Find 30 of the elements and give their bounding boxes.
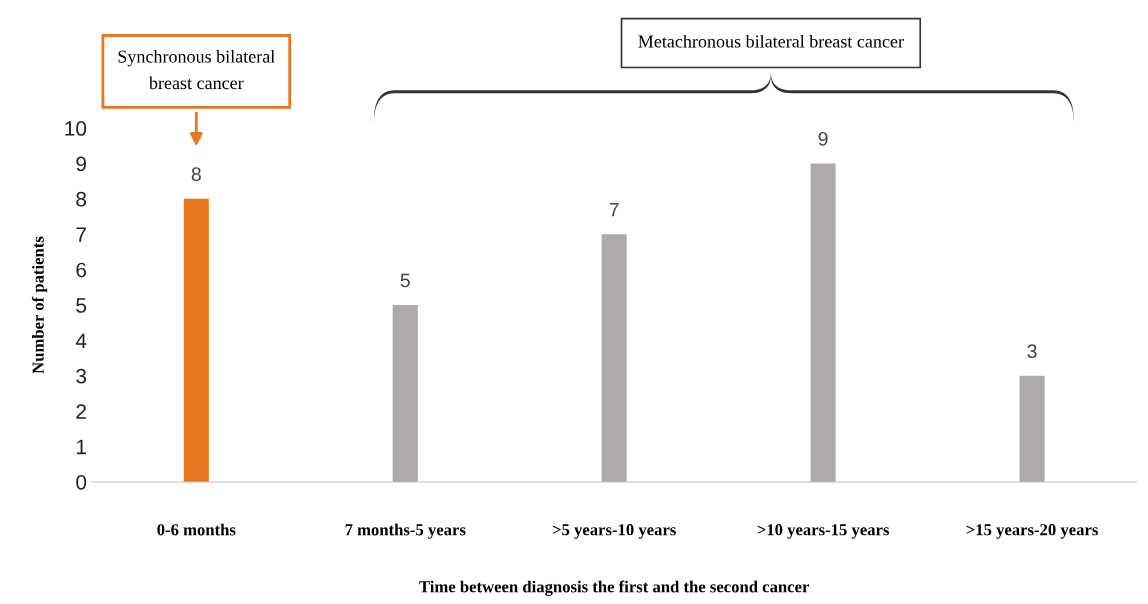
y-tick-label: 0	[76, 474, 87, 490]
y-tick-label: 3	[76, 368, 87, 384]
bar	[392, 305, 418, 482]
data-label: 9	[818, 131, 828, 146]
x-tick-label: >15 years-20 years	[966, 524, 1098, 539]
x-tick-label: 7 months-5 years	[345, 523, 466, 539]
bar	[183, 198, 209, 482]
data-label: 7	[609, 202, 619, 217]
y-tick-label: 2	[76, 404, 86, 419]
data-label: 5	[400, 273, 410, 288]
y-tick-label: 10	[65, 121, 87, 136]
y-tick-label: 4	[75, 333, 87, 348]
y-tick-label: 9	[76, 156, 86, 172]
bar	[1019, 375, 1045, 482]
bar	[601, 234, 627, 482]
x-axis-title: Time between diagnosis the first and the second cancer	[419, 580, 810, 596]
text: Metachronous bilateral breast cancer	[638, 34, 904, 48]
data-label: 8	[191, 167, 201, 182]
y-tick-label: 6	[76, 262, 87, 278]
text: Synchronous bilateral breast cancer	[118, 50, 275, 90]
y-tick-label: 5	[76, 298, 87, 313]
y-tick-label: 8	[76, 191, 87, 207]
x-tick-label: >10 years-15 years	[757, 524, 890, 539]
y-tick-label: 1	[76, 439, 86, 455]
data-label: 3	[1027, 344, 1037, 359]
y-tick-label: 7	[76, 227, 86, 242]
x-tick-label: >5 years-10 years	[552, 524, 676, 539]
y-axis-title: Number of patients	[31, 236, 48, 374]
x-tick-label: 0-6 months	[157, 523, 236, 536]
bar	[810, 163, 836, 482]
